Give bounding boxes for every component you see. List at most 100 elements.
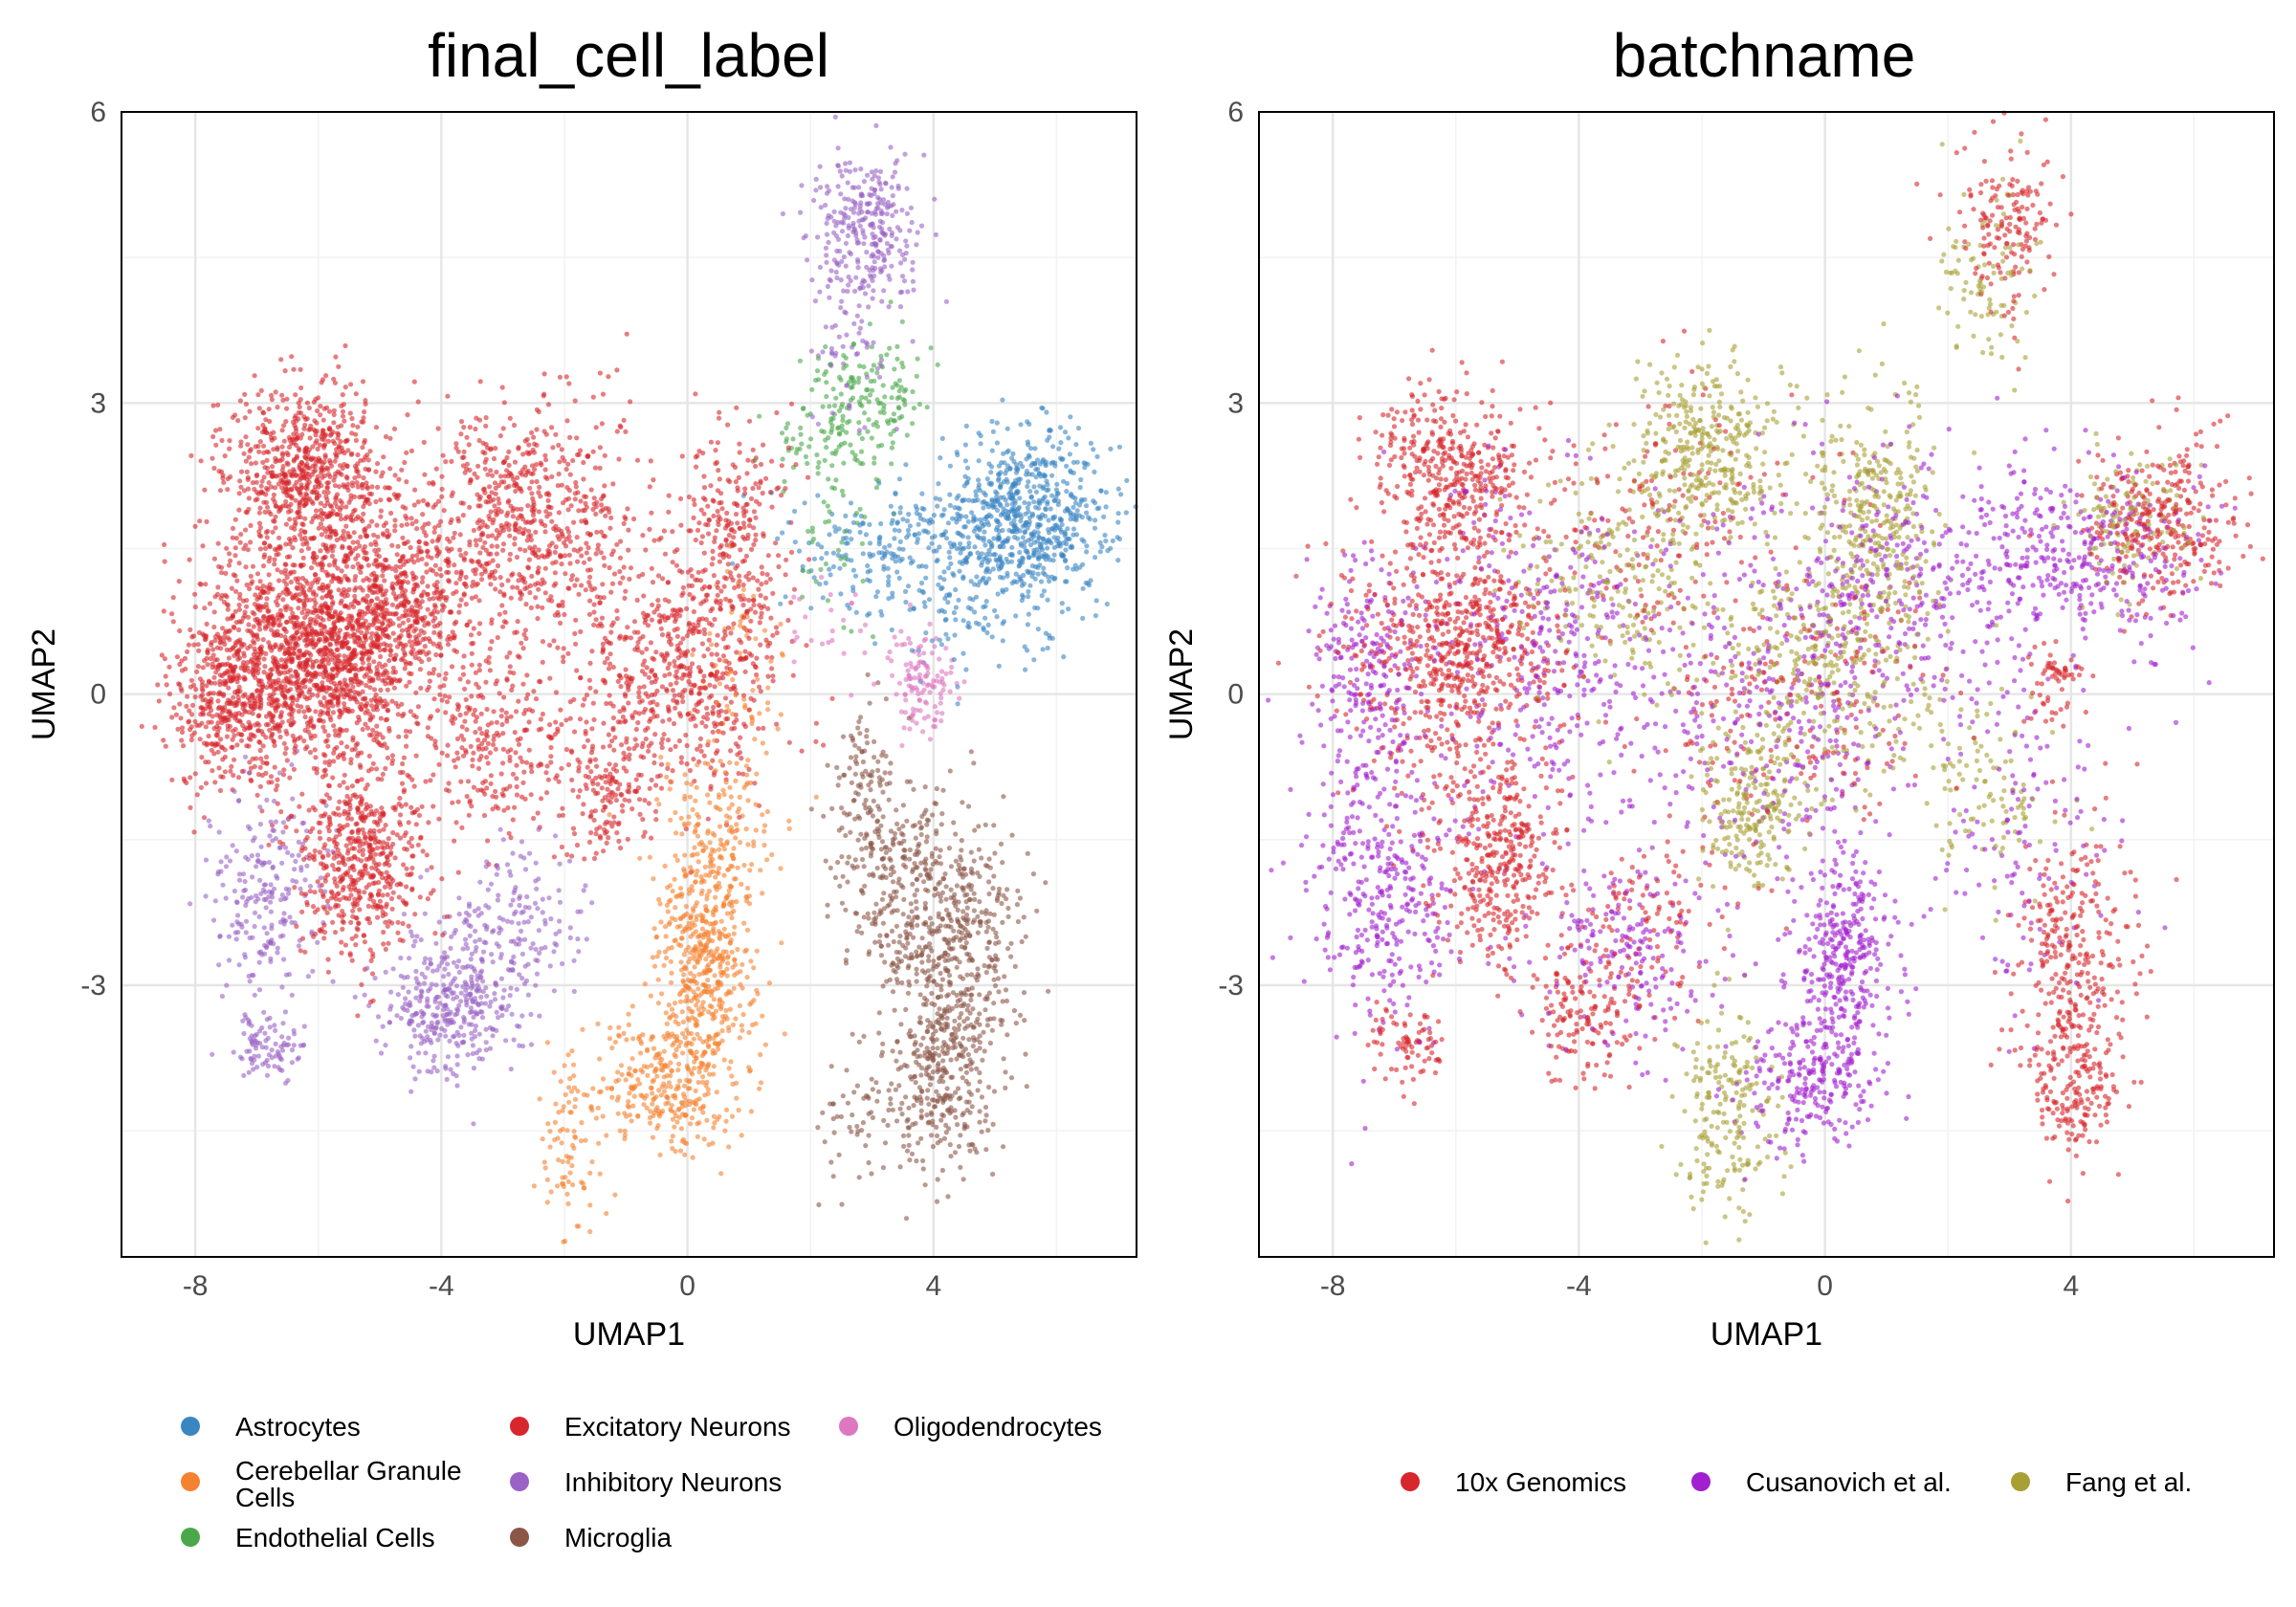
point-cerebellar-granule-cells — [656, 802, 662, 807]
point-microglia — [853, 754, 859, 759]
point-excitatory-neurons — [324, 898, 331, 904]
point-microglia — [887, 770, 893, 776]
point-microglia — [990, 886, 996, 892]
point-excitatory-neurons — [314, 658, 320, 664]
point-excitatory-neurons — [593, 850, 599, 856]
point-inhibitory-neurons — [443, 1064, 449, 1069]
point-oligodendrocytes — [791, 594, 797, 600]
point-excitatory-neurons — [305, 545, 312, 552]
point-excitatory-neurons — [705, 816, 711, 822]
point-microglia — [910, 881, 916, 888]
point-astrocytes — [878, 520, 884, 527]
point-cerebellar-granule-cells — [642, 981, 648, 987]
point-inhibitory-neurons — [517, 972, 522, 978]
point-microglia — [1017, 895, 1023, 901]
point-excitatory-neurons — [577, 788, 583, 794]
point-cerebellar-granule-cells — [732, 924, 738, 930]
point-excitatory-neurons — [297, 404, 302, 410]
point-cerebellar-granule-cells — [619, 1071, 625, 1077]
point-excitatory-neurons — [715, 592, 720, 598]
point-cerebellar-granule-cells — [677, 999, 684, 1004]
point-cerebellar-granule-cells — [657, 1152, 663, 1157]
point-cerebellar-granule-cells — [629, 1118, 634, 1124]
point-excitatory-neurons — [572, 583, 578, 588]
point-excitatory-neurons — [244, 604, 250, 609]
point-excitatory-neurons — [494, 527, 500, 534]
point-excitatory-neurons — [573, 484, 579, 490]
point-excitatory-neurons — [318, 548, 323, 554]
point-inhibitory-neurons — [838, 305, 844, 311]
point-excitatory-neurons — [564, 525, 570, 532]
point-excitatory-neurons — [494, 469, 499, 475]
point-excitatory-neurons — [420, 512, 426, 517]
point-microglia — [857, 815, 863, 822]
point-astrocytes — [946, 591, 953, 597]
point-astrocytes — [1058, 440, 1064, 446]
point-excitatory-neurons — [321, 694, 327, 701]
point-excitatory-neurons — [718, 491, 724, 496]
point-cerebellar-granule-cells — [680, 1030, 686, 1037]
point-excitatory-neurons — [710, 729, 716, 735]
point-oligodendrocytes — [803, 614, 808, 620]
point-excitatory-neurons — [701, 485, 708, 491]
point-astrocytes — [891, 511, 896, 517]
point-excitatory-neurons — [347, 953, 353, 958]
point-excitatory-neurons — [716, 415, 722, 421]
point-excitatory-neurons — [696, 520, 702, 526]
point-excitatory-neurons — [526, 707, 533, 713]
point-excitatory-neurons — [770, 678, 776, 684]
point-cerebellar-granule-cells — [553, 1101, 559, 1107]
point-inhibitory-neurons — [518, 853, 523, 859]
point-excitatory-neurons — [648, 458, 653, 464]
point-cerebellar-granule-cells — [615, 1111, 621, 1116]
point-astrocytes — [872, 641, 878, 647]
point-inhibitory-neurons — [411, 1027, 417, 1033]
point-inhibitory-neurons — [861, 241, 867, 247]
point-excitatory-neurons — [321, 936, 327, 941]
point-cerebellar-granule-cells — [701, 1136, 707, 1142]
point-inhibitory-neurons — [244, 1048, 250, 1054]
point-excitatory-neurons — [360, 379, 366, 385]
point-excitatory-neurons — [387, 435, 393, 441]
point-astrocytes — [916, 587, 922, 593]
point-microglia — [977, 1109, 982, 1114]
point-inhibitory-neurons — [517, 902, 522, 909]
point-oligodendrocytes — [808, 637, 814, 644]
point-inhibitory-neurons — [302, 877, 308, 883]
point-excitatory-neurons — [665, 765, 671, 772]
point-astrocytes — [867, 521, 872, 528]
point-inhibitory-neurons — [510, 897, 516, 903]
point-microglia — [888, 1101, 894, 1107]
point-microglia — [954, 1003, 960, 1009]
point-excitatory-neurons — [613, 797, 620, 804]
point-excitatory-neurons — [162, 541, 167, 548]
point-excitatory-neurons — [226, 685, 232, 691]
point-microglia — [916, 944, 922, 950]
point-inhibitory-neurons — [805, 257, 810, 263]
point-cerebellar-granule-cells — [731, 846, 737, 851]
point-excitatory-neurons — [434, 609, 441, 615]
point-astrocytes — [874, 589, 881, 595]
point-astrocytes — [978, 441, 983, 447]
point-excitatory-neurons — [590, 787, 597, 793]
point-excitatory-neurons — [717, 409, 722, 415]
point-oligodendrocytes — [890, 672, 895, 678]
point-excitatory-neurons — [458, 569, 464, 575]
point-astrocytes — [857, 529, 863, 536]
point-cerebellar-granule-cells — [786, 826, 792, 831]
point-excitatory-neurons — [656, 537, 662, 542]
point-endothelial-cells — [838, 391, 844, 397]
point-excitatory-neurons — [678, 522, 684, 528]
point-excitatory-neurons — [345, 487, 351, 493]
point-excitatory-neurons — [256, 406, 262, 411]
point-cerebellar-granule-cells — [666, 1002, 672, 1008]
point-oligodendrocytes — [896, 680, 903, 686]
point-cerebellar-granule-cells — [722, 1128, 728, 1134]
point-inhibitory-neurons — [854, 313, 860, 319]
point-excitatory-neurons — [382, 578, 387, 583]
point-microglia — [977, 992, 982, 998]
point-inhibitory-neurons — [270, 864, 276, 870]
point-excitatory-neurons — [269, 397, 275, 403]
point-excitatory-neurons — [365, 562, 371, 568]
point-excitatory-neurons — [350, 735, 356, 740]
